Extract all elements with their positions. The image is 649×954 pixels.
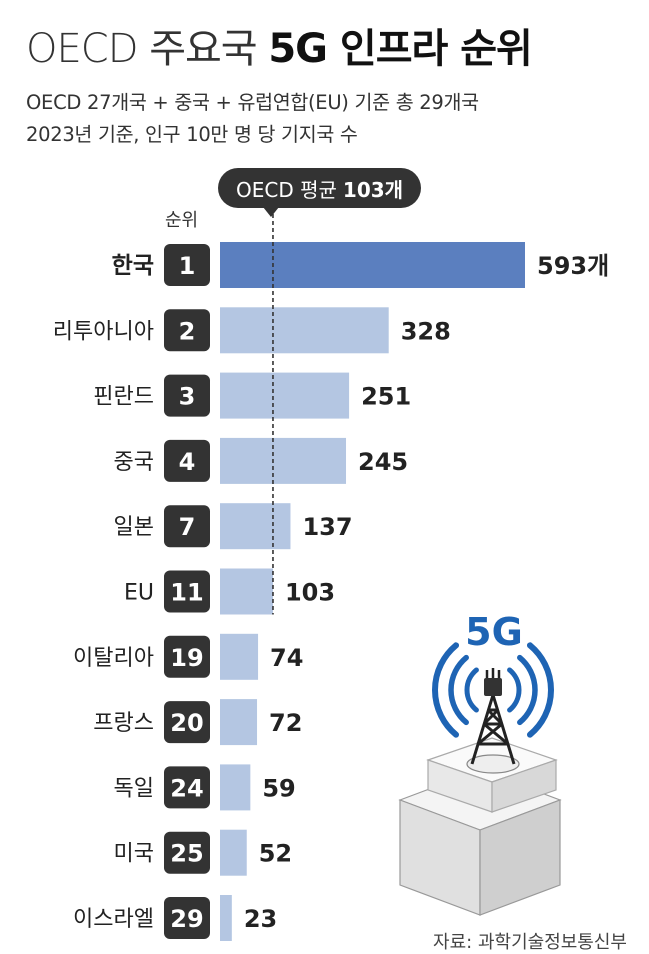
5g-tower-illustration: 5G [398,610,562,916]
subtitle-line-1: OECD 27개국 + 중국 + 유럽연합(EU) 기준 총 29개국 [26,91,479,114]
rank-label-2: 3 [179,383,196,411]
bar-2 [220,372,350,419]
bar-10 [220,895,232,941]
bar-7 [220,699,258,746]
rank-box-0 [164,244,210,286]
signal-wave-right-2 [526,642,554,738]
rank-box-7 [164,701,210,744]
rank-label-7: 20 [170,709,203,737]
rank-label-9: 25 [170,840,203,868]
bar-6 [220,633,259,680]
category-label-8: 독일 [114,776,154,801]
value-label-6: 74 [270,644,303,672]
title-light: OECD 주요국 [26,26,258,72]
signal-wave-left-2 [432,642,460,738]
average-badge-value: 103개 [342,177,404,202]
base-right-face [479,799,561,916]
bar-1 [220,307,389,354]
rank-box-5 [164,570,210,613]
category-label-0: 한국 [112,253,154,279]
value-label-0: 593개 [537,252,609,280]
category-label-5: EU [124,581,154,606]
value-label-4: 137 [302,513,352,541]
value-label-3: 245 [358,448,408,476]
category-label-6: 이탈리아 [73,646,154,671]
value-label-10: 23 [244,905,277,933]
rank-box-9 [164,831,210,874]
bar-3 [220,437,347,484]
rank-box-8 [164,766,210,809]
category-label-10: 이스라엘 [73,907,154,932]
value-label-2: 251 [361,383,411,411]
bar-4 [220,503,291,550]
tower-antenna-head [484,678,502,696]
source-note: 자료: 과학기술정보통신부 [433,932,627,953]
signal-wave-left-0 [464,667,479,713]
bar-5 [220,568,273,615]
subtitle-line-2: 2023년 기준, 인구 10만 명 당 기지국 수 [26,123,358,146]
signal-wave-right-1 [517,654,538,726]
average-badge: OECD 평균 103개 [218,168,422,208]
rank-label-0: 1 [179,252,196,280]
rank-box-4 [164,505,210,548]
rank-box-6 [164,635,210,678]
signal-wave-left-1 [448,654,469,726]
category-label-2: 핀란드 [93,385,154,410]
bar-0 [220,242,525,288]
rank-box-10 [164,897,210,939]
tower-antenna-rods [485,668,501,678]
rank-label-4: 7 [179,513,196,541]
value-label-9: 52 [259,840,292,868]
category-label-3: 중국 [114,450,154,475]
signal-wave-right-0 [507,667,522,713]
5g-label: 5G [465,610,523,654]
rank-label-10: 29 [170,905,203,933]
category-label-7: 프랑스 [93,711,154,736]
rank-box-2 [164,374,210,417]
average-badge-label: OECD 평균 [236,177,337,202]
value-label-8: 59 [262,774,295,802]
category-label-1: 리투아니아 [53,319,154,344]
average-badge-pointer [263,207,279,217]
rank-label-8: 24 [170,774,203,802]
upper-block-right [491,759,557,813]
page-title: OECD 주요국 5G 인프라 순위 [26,16,533,74]
category-label-9: 미국 [114,842,154,867]
value-label-1: 328 [401,317,451,345]
bar-9 [220,829,247,876]
rank-label-1: 2 [179,317,196,345]
rank-label-3: 4 [179,448,196,476]
tower-braces [477,708,509,746]
bar-8 [220,764,251,811]
rank-label-5: 11 [170,579,203,607]
value-label-5: 103 [285,579,335,607]
value-label-7: 72 [269,709,302,737]
rank-box-1 [164,309,210,352]
rank-header: 순위 [165,210,199,231]
tower-footing [466,754,520,774]
rank-label-6: 19 [170,644,203,672]
rank-box-3 [164,439,210,482]
title-bold: 5G 인프라 순위 [268,26,533,72]
category-label-4: 일본 [114,515,154,540]
